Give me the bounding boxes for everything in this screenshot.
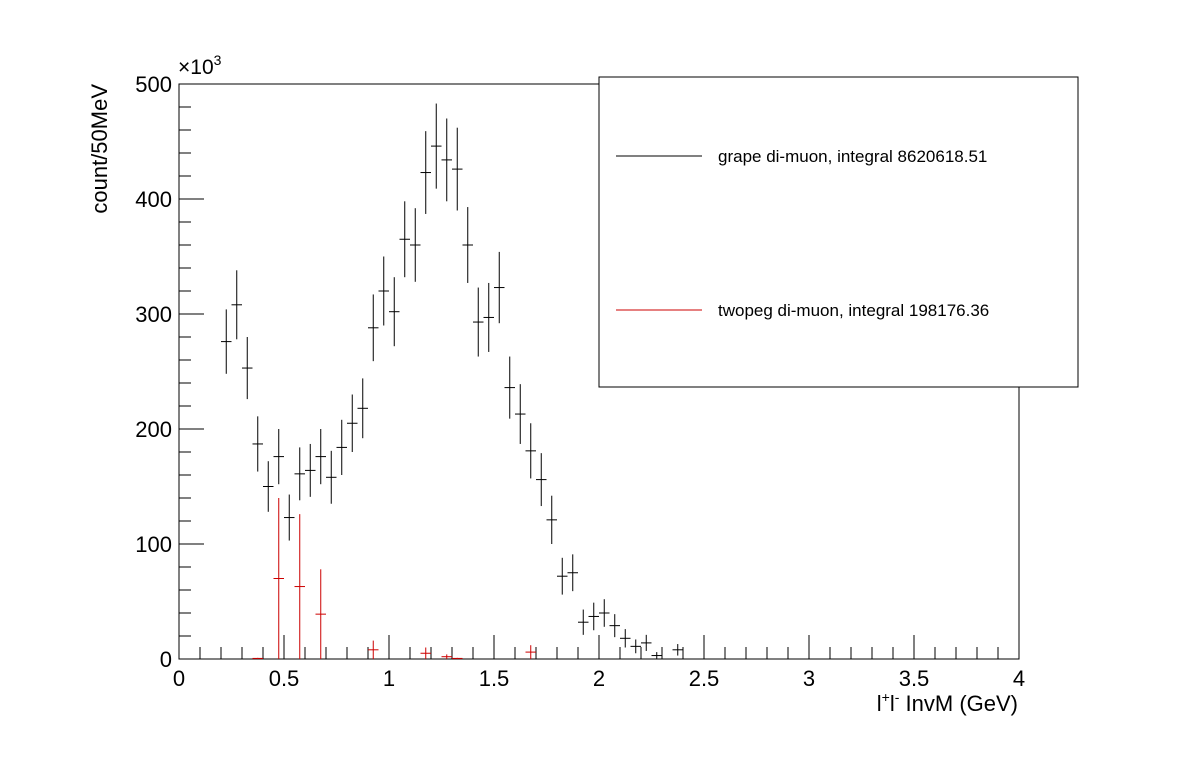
x-tick-label: 3 (803, 666, 815, 691)
y-tick-label: 0 (160, 647, 172, 672)
data-point (273, 498, 284, 659)
legend: grape di-muon, integral 8620618.51 twope… (598, 76, 1079, 388)
y-tick-label: 400 (135, 187, 172, 212)
x-tick-label: 1.5 (479, 666, 510, 691)
data-point (504, 356, 515, 419)
y-tick-label: 100 (135, 532, 172, 557)
data-point (357, 378, 368, 439)
data-point (315, 569, 326, 659)
data-series (221, 103, 683, 659)
x-axis-ticks: 0 0.5 1 1.5 2 2.5 3 3.5 4 (173, 635, 1025, 691)
data-point (462, 207, 473, 283)
data-point (630, 639, 641, 654)
data-point (557, 557, 568, 595)
data-point (515, 384, 526, 444)
data-point (378, 256, 389, 326)
data-point (315, 429, 326, 485)
data-point (336, 419, 347, 475)
data-point (525, 423, 536, 479)
y-tick-label: 300 (135, 302, 172, 327)
data-point (252, 416, 263, 472)
data-point (578, 609, 589, 635)
legend-label-twopeg: twopeg di-muon, integral 198176.36 (718, 301, 989, 320)
data-point (305, 443, 316, 497)
y-multiplier-label: ×103 (178, 52, 222, 79)
data-point (294, 514, 305, 659)
data-point (263, 461, 274, 512)
data-point (483, 282, 494, 352)
data-point (546, 495, 557, 544)
data-point (420, 131, 431, 214)
data-point (536, 453, 547, 507)
data-point (399, 201, 410, 278)
x-axis-title: l+l- InvM (GeV) (877, 689, 1018, 716)
data-point (473, 287, 484, 357)
data-point (431, 103, 442, 189)
x-tick-label: 3.5 (899, 666, 930, 691)
data-point (609, 614, 620, 638)
data-point (347, 394, 358, 452)
series-0 (221, 103, 683, 659)
data-point (252, 657, 263, 659)
data-point (452, 657, 463, 659)
data-point (242, 337, 253, 400)
data-point (620, 629, 631, 648)
data-point (588, 602, 599, 631)
x-tick-label: 4 (1013, 666, 1025, 691)
data-point (368, 294, 379, 362)
y-axis-title: count/50MeV (87, 84, 112, 214)
data-point (410, 208, 421, 282)
data-point (441, 654, 452, 659)
data-point (672, 644, 683, 656)
y-axis-ticks: 0 100 200 300 400 500 (135, 72, 204, 672)
y-tick-label: 500 (135, 72, 172, 97)
legend-label-grape: grape di-muon, integral 8620618.51 (718, 147, 987, 166)
data-point (284, 494, 295, 541)
data-point (368, 640, 379, 659)
data-point (599, 599, 610, 627)
data-point (641, 634, 652, 651)
data-point (221, 309, 232, 374)
data-point (273, 429, 284, 485)
data-point (651, 652, 662, 659)
data-point (294, 447, 305, 501)
x-tick-label: 0 (173, 666, 185, 691)
data-point (389, 277, 400, 347)
legend-box (598, 76, 1079, 388)
x-tick-label: 0.5 (269, 666, 300, 691)
x-tick-label: 1 (383, 666, 395, 691)
data-point (525, 645, 536, 659)
data-point (452, 127, 463, 211)
data-point (567, 554, 578, 592)
x-tick-label: 2.5 (689, 666, 720, 691)
data-point (494, 251, 505, 324)
series-1 (252, 498, 536, 659)
data-point (441, 118, 452, 202)
x-tick-label: 2 (593, 666, 605, 691)
y-tick-label: 200 (135, 417, 172, 442)
data-point (231, 270, 242, 340)
y-multiplier-exponent: 3 (214, 52, 222, 68)
data-point (326, 450, 337, 504)
data-point (420, 647, 431, 659)
